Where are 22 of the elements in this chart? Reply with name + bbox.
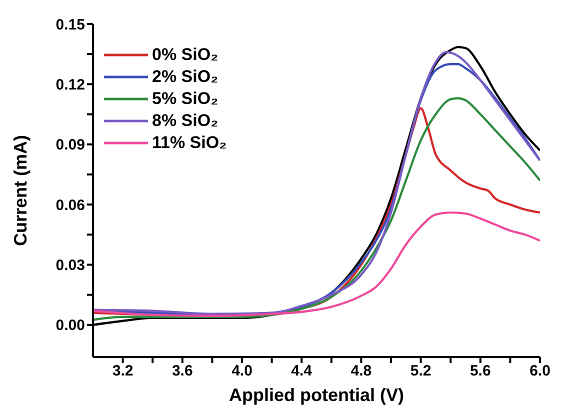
x-tick-label: 4.0 — [232, 362, 252, 380]
x-tick-label: 3.6 — [172, 362, 193, 380]
y-tick-label: 0.00 — [56, 317, 85, 334]
x-tick-label: 4.8 — [350, 362, 372, 380]
x-tick-label: 4.4 — [291, 362, 313, 380]
x-tick-label: 3.2 — [112, 362, 134, 380]
y-tick-label: 0.15 — [56, 16, 85, 34]
x-axis-title: Applied potential (V) — [229, 385, 404, 405]
y-axis-title: Current (mA) — [10, 134, 30, 246]
legend-label: 5% SiO₂ — [152, 88, 218, 110]
legend-label: 8% SiO₂ — [152, 110, 218, 132]
x-tick-label: 5.2 — [410, 362, 432, 380]
y-tick-label: 0.03 — [56, 257, 85, 274]
x-tick-label: 5.6 — [470, 362, 491, 380]
legend-label: 2% SiO₂ — [152, 66, 218, 88]
legend-label: 0% SiO₂ — [152, 44, 218, 66]
y-tick-label: 0.12 — [56, 76, 85, 94]
x-tick-label: 6.0 — [530, 362, 550, 380]
legend-label: 11% SiO₂ — [152, 132, 227, 154]
y-tick-label: 0.06 — [56, 196, 85, 214]
line-series — [93, 211, 540, 317]
y-tick-label: 0.09 — [56, 136, 85, 154]
